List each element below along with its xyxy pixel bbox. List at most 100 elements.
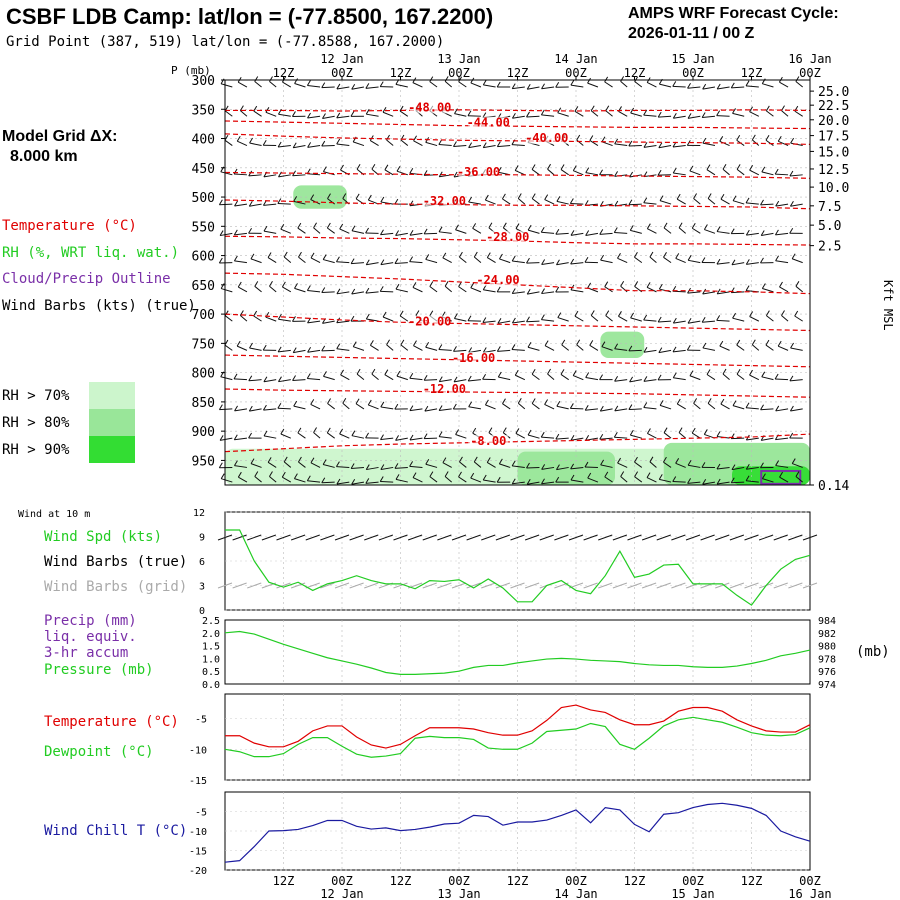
legend-precip: Precip (mm) liq. equiv. 3-hr accum [44, 613, 137, 661]
wind-barb-flag [293, 473, 298, 479]
wind-barb [634, 476, 643, 483]
surface-wind-barb [700, 534, 715, 541]
wind-barb-flag [321, 140, 326, 147]
wind-barb-flag [630, 107, 635, 114]
wind-barb-flag [438, 344, 443, 350]
wind-barb [248, 174, 262, 177]
top-time-label: 00Z [448, 66, 470, 80]
wind-barb-flag [336, 112, 341, 119]
wind-barb [673, 377, 686, 381]
surface-grid-barb [232, 582, 247, 589]
wind-barb-flag [413, 340, 417, 346]
wind-barb [424, 408, 438, 412]
pressure-tick-label: 350 [192, 103, 215, 118]
wind-barb [630, 317, 642, 322]
surface-wind-barb [451, 534, 467, 541]
wind-barb-flag [395, 230, 400, 236]
wind-barb [541, 466, 555, 470]
wind-barb-flag [444, 280, 449, 287]
wind-barb-flag [672, 346, 677, 353]
wind-barb [468, 145, 482, 149]
wind-barb [386, 344, 394, 351]
legend-wind-spd: Wind Spd (kts) [44, 529, 163, 545]
wind-barb-flag [555, 286, 560, 293]
surface-wind-barb [656, 534, 671, 541]
wind-barb [224, 315, 233, 322]
wind-barb [307, 349, 321, 353]
wind-panel-frame [224, 511, 811, 611]
wind-barb [280, 433, 292, 439]
wind-barb-flag [278, 171, 282, 178]
wind-barb-flag [496, 141, 501, 147]
wind-barb [775, 260, 789, 264]
wind-barb-flag [693, 193, 698, 199]
wind-barb [237, 81, 248, 88]
wind-barb [458, 286, 467, 293]
bottom-time-label: 12Z [741, 874, 763, 888]
wind-barb-flag [587, 282, 592, 289]
wind-barb-flag [453, 376, 458, 383]
wind-barb [351, 291, 365, 295]
wind-barb [353, 346, 365, 351]
wind-barb-flag [531, 369, 536, 375]
wind-barb-flag [267, 457, 272, 463]
surface-grid-barb [364, 582, 379, 589]
wind-barb-flag [496, 286, 501, 293]
wind-barb [544, 404, 555, 410]
wind-barb [336, 86, 350, 90]
wind-barb [707, 402, 716, 410]
wind-barb [278, 349, 291, 353]
wind-barb-flag [233, 168, 238, 175]
wind-barb-flag [702, 342, 707, 349]
wind-barb-flag [277, 198, 282, 204]
wind-barb-flag [497, 371, 502, 378]
pressure-tick-label: 950 [192, 454, 215, 469]
wind-barb [687, 320, 701, 324]
wind-barb-flag [601, 341, 606, 347]
wind-barb-flag [601, 136, 606, 143]
wind-barb-flag [676, 193, 681, 200]
wind-barb [327, 432, 335, 439]
legend-wind-barbs-grid: Wind Barbs (grid) [44, 579, 188, 595]
wind-barb [736, 373, 745, 381]
wind-barb-flag [350, 315, 355, 322]
surface-grid-barb [422, 582, 437, 589]
wind-barb-flag [599, 200, 604, 207]
wind-barb [323, 375, 335, 381]
wind-barb [745, 407, 759, 410]
legend-temperature: Temperature (°C) [2, 218, 137, 234]
wind-barb [459, 256, 467, 263]
surface-wind-barb [393, 534, 408, 541]
wind-barb-flag [281, 281, 286, 288]
surface-grid-barb [451, 582, 467, 589]
wind-barb [269, 81, 277, 88]
wind-barb-flag [263, 225, 268, 232]
wind-barb-flag [599, 433, 604, 440]
pressure-tick-label: 900 [192, 425, 215, 440]
wind-barb-flag [701, 112, 706, 118]
wind-barb-flag [672, 113, 677, 119]
wind-barb-flag [297, 456, 302, 463]
temperature-contour-label: -48.00 [408, 100, 451, 114]
wind-barb-flag [556, 196, 561, 202]
pressure-tick-label: 700 [192, 308, 215, 323]
wind-barb-flag [604, 76, 609, 83]
wind-barb [394, 466, 408, 469]
wind-barb-flag [777, 136, 782, 142]
wind-barb-flag [614, 405, 619, 412]
wind-barb [614, 232, 628, 234]
wind-barb-flag [629, 171, 634, 178]
wind-barb-flag [686, 344, 691, 351]
wind-barb-flag [336, 256, 340, 262]
wind-barb-flag [629, 376, 634, 383]
wind-barb [365, 291, 379, 294]
wind-barb-flag [342, 398, 347, 404]
wind-barb [527, 86, 540, 90]
wind-barb [658, 349, 672, 354]
wind-barb-flag [643, 109, 648, 116]
wind-barb [425, 258, 438, 264]
wind-barb-flag [716, 83, 721, 90]
wind-barb [263, 379, 277, 383]
wind-barb [512, 320, 525, 324]
wind-barb-flag [277, 346, 282, 353]
